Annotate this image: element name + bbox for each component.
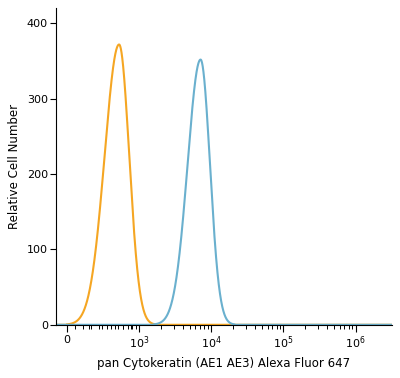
Y-axis label: Relative Cell Number: Relative Cell Number [8, 104, 21, 229]
X-axis label: pan Cytokeratin (AE1 AE3) Alexa Fluor 647: pan Cytokeratin (AE1 AE3) Alexa Fluor 64… [98, 357, 350, 370]
